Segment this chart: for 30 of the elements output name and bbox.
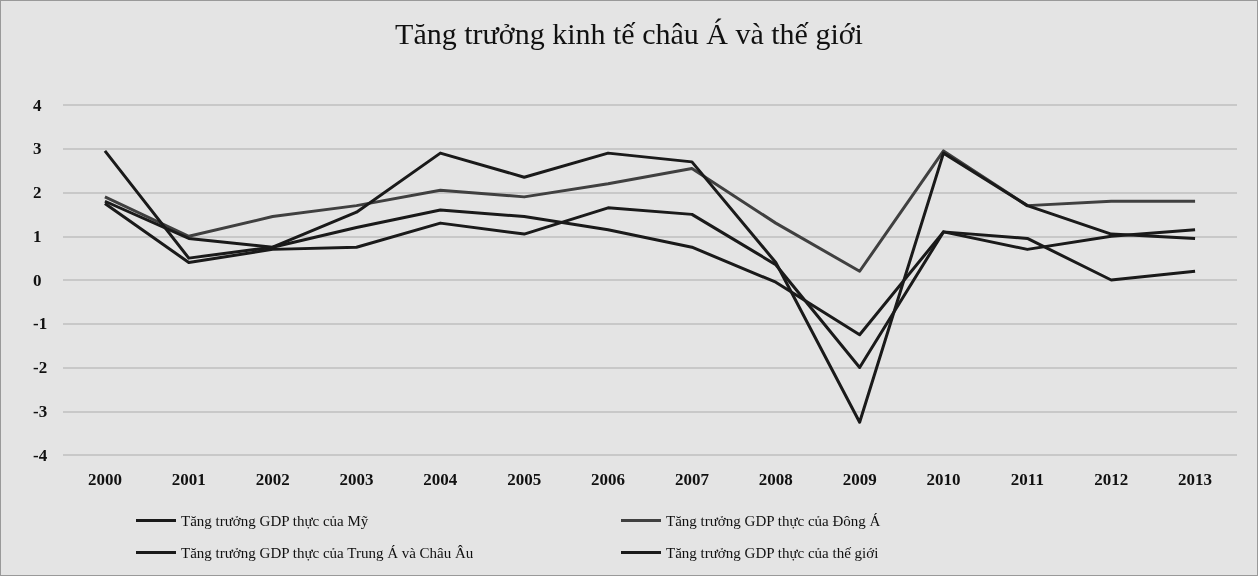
legend-label: Tăng trưởng GDP thực của Mỹ [181, 512, 369, 529]
y-tick-label: -4 [33, 445, 48, 465]
x-tick-label: 2012 [1094, 470, 1129, 489]
chart-title: Tăng trưởng kinh tế châu Á và thế giới [395, 16, 863, 50]
y-tick-label: -2 [33, 358, 48, 377]
x-tick-label: 2001 [171, 470, 206, 489]
legend-label: Tăng trưởng GDP thực của Trung Á và Châu Âu [181, 544, 474, 561]
y-tick-label: 1 [33, 226, 42, 246]
y-tick-label: -1 [33, 314, 48, 334]
x-tick-label: 2010 [926, 470, 961, 489]
legend-label: Tăng trưởng GDP thực của Đông Á [666, 512, 881, 529]
x-tick-label: 2009 [842, 470, 877, 489]
y-tick-label: 2 [33, 183, 42, 202]
legend-label: Tăng trưởng GDP thực của thế giới [666, 544, 879, 561]
x-tick-label: 2004 [423, 470, 458, 489]
x-tick-label: 2002 [255, 470, 290, 489]
x-tick-label: 2013 [1178, 470, 1213, 489]
x-tick-label: 2007 [674, 470, 710, 489]
x-tick-label: 2011 [1010, 470, 1044, 489]
x-tick-label: 2003 [339, 470, 374, 489]
x-tick-label: 2000 [87, 470, 122, 489]
y-tick-label: 3 [33, 139, 42, 159]
line-series [103, 149, 1197, 273]
x-tick-label: 2008 [758, 470, 793, 489]
x-tick-label: 2005 [507, 470, 542, 489]
y-tick-label: 0 [33, 270, 42, 290]
line-series [103, 149, 1197, 424]
y-tick-label: 4 [33, 95, 42, 115]
y-tick-label: -3 [33, 401, 48, 421]
x-tick-label: 2006 [591, 470, 626, 489]
